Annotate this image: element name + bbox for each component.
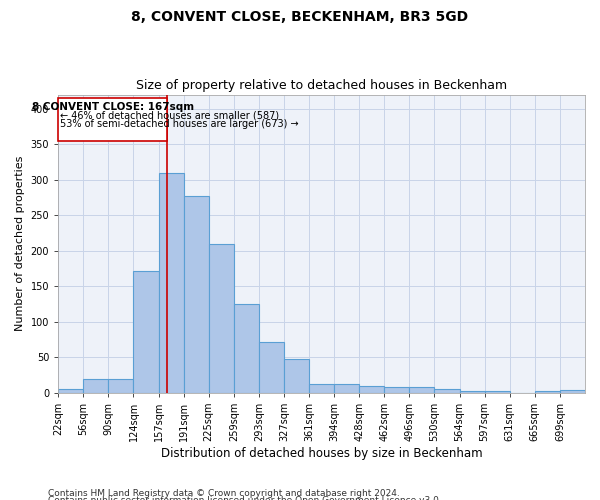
Y-axis label: Number of detached properties: Number of detached properties <box>15 156 25 332</box>
Text: 8 CONVENT CLOSE: 167sqm: 8 CONVENT CLOSE: 167sqm <box>32 102 194 112</box>
Bar <box>359 386 385 393</box>
Bar <box>485 392 510 393</box>
Bar <box>535 391 560 393</box>
Bar <box>259 342 284 393</box>
Bar <box>58 390 83 393</box>
Text: Contains public sector information licensed under the Open Government Licence v3: Contains public sector information licen… <box>48 496 442 500</box>
Bar <box>334 384 359 393</box>
Text: 53% of semi-detached houses are larger (673) →: 53% of semi-detached houses are larger (… <box>61 120 299 130</box>
Bar <box>284 359 309 393</box>
Text: ← 46% of detached houses are smaller (587): ← 46% of detached houses are smaller (58… <box>61 111 280 121</box>
Bar <box>560 390 585 393</box>
Text: Contains HM Land Registry data © Crown copyright and database right 2024.: Contains HM Land Registry data © Crown c… <box>48 488 400 498</box>
FancyBboxPatch shape <box>58 98 167 140</box>
Text: 8, CONVENT CLOSE, BECKENHAM, BR3 5GD: 8, CONVENT CLOSE, BECKENHAM, BR3 5GD <box>131 10 469 24</box>
Bar <box>234 304 259 393</box>
Bar <box>158 172 184 393</box>
Bar <box>209 244 234 393</box>
Bar <box>434 390 460 393</box>
Bar <box>184 196 209 393</box>
Bar <box>83 378 109 393</box>
Bar <box>309 384 334 393</box>
Title: Size of property relative to detached houses in Beckenham: Size of property relative to detached ho… <box>136 79 507 92</box>
Bar <box>385 387 409 393</box>
Bar <box>460 391 485 393</box>
Bar <box>133 270 158 393</box>
Bar <box>109 378 133 393</box>
Bar <box>409 387 434 393</box>
X-axis label: Distribution of detached houses by size in Beckenham: Distribution of detached houses by size … <box>161 447 482 460</box>
